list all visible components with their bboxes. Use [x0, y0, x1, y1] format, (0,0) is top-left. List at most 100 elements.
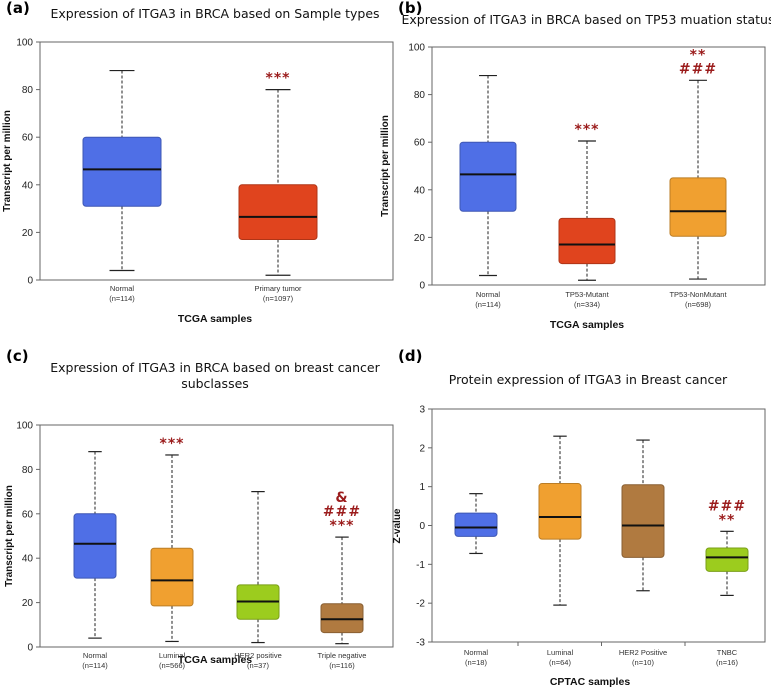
y-tick-label: -3 — [416, 638, 425, 649]
y-tick-label: 40 — [22, 180, 34, 191]
plot-frame — [431, 46, 766, 286]
category-label: HER2 Positive — [619, 648, 667, 657]
significance-marker: *** — [575, 122, 600, 138]
category-label: TP53-NonMutant — [669, 290, 727, 299]
category-label: Normal — [83, 651, 108, 660]
box-triple-negative: Triple negative(n=116) &###*** — [318, 490, 367, 670]
iqr-box — [82, 136, 162, 207]
panel-label: (a) — [6, 0, 30, 17]
category-n-label: (n=1097) — [263, 294, 294, 303]
panel-label: (c) — [6, 347, 29, 365]
iqr-box — [150, 547, 194, 607]
chart-title: Expression of ITGA3 in BRCA based on Sam… — [50, 6, 379, 21]
panel-label: (b) — [398, 0, 422, 17]
iqr-box — [454, 512, 498, 537]
y-tick-label: 3 — [419, 405, 425, 416]
panel-a: (a) Expression of ITGA3 in BRCA based on … — [2, 0, 394, 325]
y-tick-label: 20 — [414, 233, 426, 244]
x-axis-label: TCGA samples — [178, 313, 252, 325]
box-normal: Normal(n=114) — [459, 74, 517, 309]
y-tick-label: 80 — [22, 85, 34, 96]
category-label: Normal — [476, 290, 501, 299]
y-tick-label: 100 — [408, 43, 425, 54]
y-tick-label: 80 — [414, 90, 426, 101]
significance-marker: ### — [323, 504, 361, 520]
panel-label: (d) — [398, 347, 422, 365]
y-tick-label: 40 — [22, 554, 34, 565]
y-tick-label: 0 — [27, 276, 33, 287]
category-n-label: (n=114) — [109, 294, 135, 303]
box-primary-tumor: Primary tumor(n=1097) *** — [238, 71, 318, 303]
significance-marker: *** — [160, 436, 185, 452]
box-her2-positive: HER2 Positive(n=10) — [619, 439, 667, 667]
category-n-label: (n=566) — [159, 661, 186, 670]
y-tick-label: 20 — [22, 228, 34, 239]
box-luminal: Luminal(n=566) *** — [150, 436, 194, 670]
category-n-label: (n=10) — [632, 658, 654, 667]
category-n-label: (n=114) — [475, 300, 501, 309]
y-tick-label: 60 — [414, 138, 426, 149]
category-n-label: (n=114) — [82, 661, 108, 670]
iqr-box — [669, 177, 727, 237]
category-label: Triple negative — [318, 651, 367, 660]
iqr-box — [621, 484, 665, 558]
iqr-box — [238, 184, 318, 241]
y-axis-label: Z-value — [392, 508, 403, 543]
box-normal: Normal(n=114) — [82, 69, 162, 303]
y-tick-label: 0 — [27, 643, 33, 654]
significance-marker: ### — [679, 61, 717, 77]
y-tick-label: 80 — [22, 465, 34, 476]
x-axis-label: TCGA samples — [550, 319, 624, 331]
y-tick-label: 60 — [22, 133, 34, 144]
y-tick-label: -1 — [416, 560, 425, 571]
box-tp53-nonmutant: TP53-NonMutant(n=698) **### — [669, 47, 727, 309]
category-n-label: (n=116) — [329, 661, 355, 670]
y-axis-label: Transcript per million — [2, 110, 13, 212]
plot-frame — [39, 424, 394, 648]
category-label: HER2 positive — [234, 651, 282, 660]
category-n-label: (n=64) — [549, 658, 571, 667]
significance-marker: & — [335, 490, 348, 506]
chart-title: Expression of ITGA3 in BRCA based on bre… — [50, 360, 380, 375]
category-n-label: (n=334) — [574, 300, 601, 309]
significance-marker: ** — [690, 47, 707, 63]
panel-d: (d) Protein expression of ITGA3 in Breast… — [392, 347, 766, 688]
box-tnbc: TNBC(n=16) ###** — [705, 498, 749, 667]
x-axis-label: CPTAC samples — [550, 676, 630, 688]
panel-c: (c) Expression of ITGA3 in BRCA based on … — [4, 347, 394, 670]
y-tick-label: 0 — [419, 521, 425, 532]
box-tp53-mutant: TP53-Mutant(n=334) *** — [558, 122, 616, 309]
significance-marker: ** — [719, 512, 736, 528]
y-tick-label: 100 — [16, 38, 33, 49]
iqr-box — [459, 141, 517, 212]
y-tick-label: 2 — [419, 443, 425, 454]
category-label: Primary tumor — [254, 284, 302, 293]
significance-marker: *** — [266, 71, 291, 87]
y-axis-label: Transcript per million — [380, 115, 391, 217]
y-tick-label: 0 — [419, 281, 425, 292]
category-label: Luminal — [159, 651, 186, 660]
plot-frame — [39, 41, 394, 281]
category-n-label: (n=37) — [247, 661, 269, 670]
panel-b: (b)Expression of ITGA3 in BRCA based on … — [380, 0, 771, 331]
category-label: Normal — [464, 648, 489, 657]
significance-marker: ### — [708, 498, 746, 514]
iqr-box — [320, 603, 364, 634]
category-n-label: (n=698) — [685, 300, 712, 309]
iqr-box — [73, 513, 117, 579]
y-tick-label: 40 — [414, 185, 426, 196]
y-tick-label: 20 — [22, 598, 34, 609]
y-tick-label: 100 — [16, 421, 33, 432]
iqr-box — [538, 483, 582, 540]
category-label: Normal — [110, 284, 135, 293]
y-tick-label: 1 — [419, 482, 425, 493]
x-axis-label: TCGA samples — [178, 654, 252, 666]
category-label: TNBC — [717, 648, 738, 657]
chart-title: Protein expression of ITGA3 in Breast ca… — [449, 372, 728, 387]
category-label: Luminal — [547, 648, 574, 657]
category-label: TP53-Mutant — [565, 290, 609, 299]
y-axis-label: Transcript per million — [4, 485, 15, 587]
chart-title: subclasses — [181, 376, 249, 391]
box-luminal: Luminal(n=64) — [538, 435, 582, 667]
